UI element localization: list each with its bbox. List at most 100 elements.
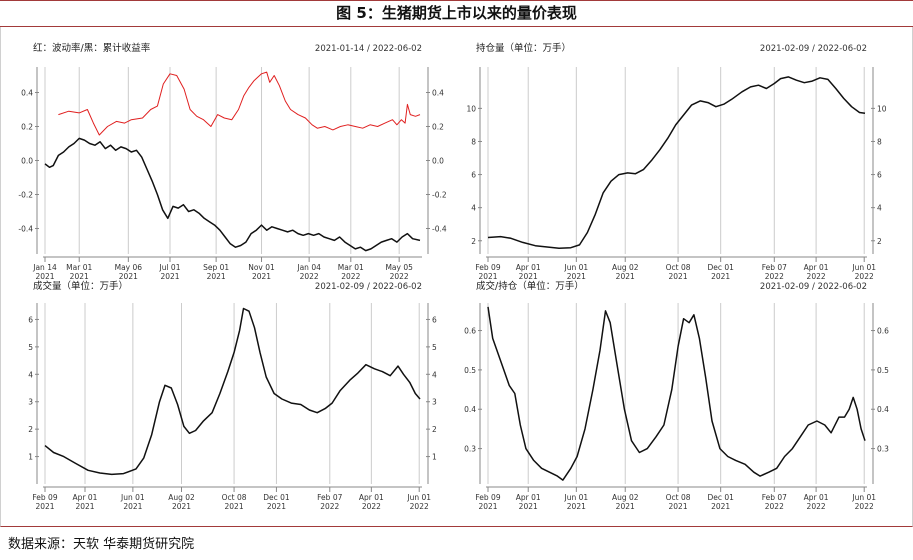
series-line-2: [44, 137, 421, 252]
y-tick-label-right: 4: [877, 204, 882, 213]
x-tick-label-year: 2021: [616, 272, 635, 281]
x-tick-label: Feb 07: [317, 493, 342, 502]
x-tick-label: Feb 07: [762, 493, 787, 502]
x-tick-label-year: 2021: [267, 502, 286, 511]
x-tick-label: Feb 09: [32, 493, 57, 502]
y-tick-label-right: 3: [432, 398, 437, 407]
x-tick-label-year: 2022: [855, 272, 874, 281]
y-tick-label-left: 4: [471, 204, 476, 213]
series-line-1: [58, 71, 421, 136]
x-tick-label: May 06: [115, 263, 143, 272]
x-tick-label-year: 2021: [669, 502, 688, 511]
y-tick-label-left: 0.6: [464, 327, 476, 336]
x-tick-label: Dec 01: [707, 263, 734, 272]
x-tick-label: Apr 01: [804, 263, 829, 272]
x-tick-label-year: 2021: [75, 502, 94, 511]
x-tick-label: Jan 14: [32, 263, 57, 272]
chart-date-range: 2021-01-14 / 2022-06-02: [315, 44, 422, 54]
y-tick-label-left: 0.2: [21, 123, 33, 132]
series-line-1: [44, 307, 421, 476]
x-tick-label-year: 2021: [519, 272, 538, 281]
chart-panel-4: 成交/持仓（单位：万手） 2021-02-09 / 2022-06-02 Feb 0…: [464, 280, 889, 511]
y-tick-label-left: 5: [28, 343, 33, 352]
y-tick-label-right: 0.2: [432, 123, 444, 132]
x-tick-label: Apr 01: [516, 493, 541, 502]
x-tick-label-year: 2021: [160, 272, 179, 281]
x-tick-label: Jun 01: [851, 493, 876, 502]
y-tick-label-right: 8: [877, 137, 882, 146]
x-tick-label-year: 2021: [478, 272, 497, 281]
y-tick-label-right: 2: [432, 425, 437, 434]
x-tick-label-year: 2021: [478, 502, 497, 511]
y-tick-label-right: 6: [877, 171, 882, 180]
y-tick-label-left: 10: [466, 104, 476, 113]
x-tick-label: Mar 01: [338, 263, 364, 272]
x-tick-label: Jul 01: [159, 263, 181, 272]
y-tick-label-right: 10: [877, 104, 887, 113]
x-tick-label-year: 2022: [362, 502, 381, 511]
x-tick-label: Dec 01: [263, 493, 290, 502]
x-tick-label: Jan 04: [296, 263, 321, 272]
chart-panel-1: 红：波动率/黑：累计收益率 2021-01-14 / 2022-06-02 Jan …: [18, 42, 447, 281]
y-tick-label-left: 0.3: [464, 445, 476, 454]
x-tick-label-year: 2021: [35, 502, 54, 511]
x-tick-label-year: 2022: [410, 502, 429, 511]
x-tick-label-year: 2021: [567, 502, 586, 511]
x-tick-label-year: 2021: [172, 502, 191, 511]
x-tick-label-year: 2022: [320, 502, 339, 511]
x-tick-label: Apr 01: [73, 493, 98, 502]
source-note: 数据来源：天软 华泰期货研究院: [8, 537, 195, 552]
y-tick-label-right: 0.5: [877, 366, 889, 375]
x-tick-label-year: 2022: [390, 272, 409, 281]
x-tick-label-year: 2022: [300, 272, 319, 281]
x-tick-label-year: 2022: [341, 272, 360, 281]
x-tick-label: Apr 01: [804, 493, 829, 502]
x-tick-label: Apr 01: [359, 493, 384, 502]
y-tick-label-left: 6: [471, 171, 476, 180]
x-tick-label-year: 2022: [807, 272, 826, 281]
y-tick-label-left: 8: [471, 137, 476, 146]
x-tick-label: Feb 09: [475, 263, 500, 272]
chart-date-range: 2021-02-09 / 2022-06-02: [760, 282, 867, 292]
y-tick-label-right: 5: [432, 343, 437, 352]
x-tick-label-year: 2021: [519, 502, 538, 511]
y-tick-label-right: -0.4: [432, 225, 447, 234]
x-tick-label: Sep 01: [203, 263, 229, 272]
x-tick-label: Feb 09: [475, 493, 500, 502]
x-tick-label: Jun 01: [564, 263, 589, 272]
x-tick-label-year: 2021: [252, 272, 271, 281]
y-tick-label-left: 4: [28, 370, 33, 379]
y-tick-label-left: -0.2: [18, 191, 33, 200]
x-tick-label: Oct 08: [666, 493, 691, 502]
y-tick-label-left: 0.0: [21, 157, 33, 166]
x-tick-label: Oct 08: [222, 493, 247, 502]
y-tick-label-left: 1: [28, 453, 33, 462]
x-tick-label-year: 2021: [616, 502, 635, 511]
y-tick-label-left: 2: [28, 425, 33, 434]
x-tick-label: Dec 01: [707, 493, 734, 502]
chart-date-range: 2021-02-09 / 2022-06-02: [760, 44, 867, 54]
x-tick-label: Aug 02: [612, 263, 639, 272]
y-tick-label-right: 0.0: [432, 157, 444, 166]
y-tick-label-right: 0.3: [877, 445, 889, 454]
y-tick-label-right: 6: [432, 315, 437, 324]
y-tick-label-right: 0.4: [877, 405, 889, 414]
y-tick-label-right: 0.6: [877, 327, 889, 336]
x-tick-label: Jun 01: [406, 493, 431, 502]
y-tick-label-left: 2: [471, 237, 476, 246]
x-tick-label-year: 2021: [567, 272, 586, 281]
y-tick-label-left: 0.5: [464, 366, 476, 375]
x-tick-label-year: 2021: [225, 502, 244, 511]
x-tick-label: Aug 02: [168, 493, 195, 502]
chart-title: 红：波动率/黑：累计收益率: [33, 42, 151, 54]
figure-title-bar: 图 5：生猪期货上市以来的量价表现: [0, 0, 913, 27]
x-tick-label-year: 2021: [207, 272, 226, 281]
x-tick-label: Jun 01: [564, 493, 589, 502]
x-tick-label-year: 2022: [807, 502, 826, 511]
series-line-1: [487, 306, 866, 481]
x-tick-label-year: 2021: [119, 272, 138, 281]
x-tick-label: Jun 01: [120, 493, 145, 502]
